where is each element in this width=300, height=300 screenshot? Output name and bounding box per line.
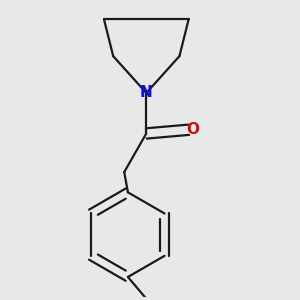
- Text: O: O: [187, 122, 200, 137]
- Text: N: N: [140, 85, 153, 100]
